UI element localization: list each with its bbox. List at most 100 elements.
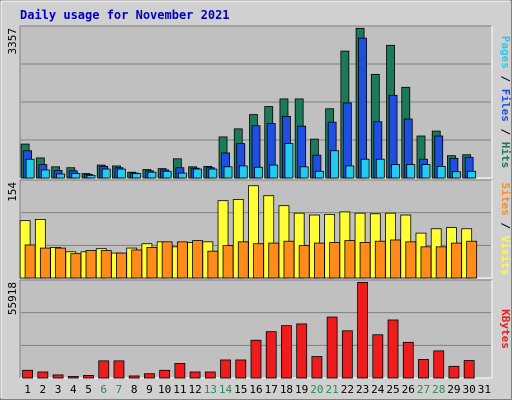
- x-tick-day-26: 26: [402, 383, 415, 396]
- bar-sites-day-19: [298, 245, 310, 279]
- legend-part-1: /: [499, 216, 512, 236]
- bar-kbytes-day-19: [296, 323, 308, 379]
- bar-kbytes-day-25: [387, 319, 399, 379]
- bar-pages-day-9: [147, 171, 157, 179]
- bar-pages-day-23: [360, 158, 370, 179]
- x-tick-day-14: 14: [219, 383, 233, 396]
- bar-sites-day-16: [253, 243, 264, 279]
- bar-pages-day-6: [101, 168, 111, 179]
- legend-part-0: KBytes: [499, 309, 512, 349]
- bar-kbytes-day-12: [189, 371, 201, 379]
- bar-sites-day-29: [451, 242, 462, 279]
- bar-sites-day-22: [344, 240, 356, 279]
- bar-kbytes-day-9: [144, 373, 155, 379]
- bar-sites-day-8: [131, 249, 143, 279]
- x-tick-day-20: 20: [310, 383, 323, 396]
- x-tick-day-11: 11: [173, 383, 186, 396]
- bar-pages-day-28: [436, 165, 446, 179]
- bar-pages-day-10: [162, 170, 172, 179]
- bar-sites-day-4: [70, 253, 82, 279]
- bar-pages-day-1: [25, 158, 35, 179]
- bar-sites-day-21: [329, 242, 341, 279]
- bar-pages-day-16: [254, 166, 263, 179]
- legend-part-1: /: [499, 69, 512, 89]
- bar-pages-day-29: [452, 171, 461, 179]
- bar-sites-day-14: [222, 245, 234, 279]
- x-tick-day-27: 27: [417, 383, 430, 396]
- x-tick-day-30: 30: [463, 383, 476, 396]
- x-tick-day-1: 1: [24, 383, 31, 396]
- x-tick-day-3: 3: [55, 383, 62, 396]
- x-tick-day-6: 6: [100, 383, 107, 396]
- bar-kbytes-day-11: [174, 363, 186, 379]
- legend-part-3: /: [499, 122, 512, 142]
- bar-kbytes-day-28: [433, 350, 445, 379]
- panel-hits_files_pages: 3357 Pages / Files / Hits: [6, 25, 512, 179]
- y-max-label-kbytes: 55918: [6, 282, 19, 315]
- bar-sites-day-27: [420, 246, 432, 279]
- x-tick-day-25: 25: [386, 383, 399, 396]
- bar-pages-day-8: [132, 173, 142, 179]
- bar-pages-day-15: [238, 165, 248, 179]
- x-tick-day-8: 8: [131, 383, 138, 396]
- bar-sites-day-7: [116, 252, 127, 279]
- bar-pages-day-19: [299, 166, 309, 179]
- bar-sites-day-24: [374, 240, 386, 279]
- bar-pages-day-30: [467, 170, 477, 179]
- x-tick-day-24: 24: [371, 383, 385, 396]
- x-tick-day-16: 16: [249, 383, 262, 396]
- bar-kbytes-day-10: [159, 369, 171, 379]
- bar-sites-day-26: [405, 241, 417, 279]
- bar-pages-day-22: [345, 165, 355, 179]
- x-tick-day-10: 10: [158, 383, 171, 396]
- bar-kbytes-day-21: [326, 316, 338, 379]
- bar-kbytes-day-16: [250, 339, 262, 379]
- x-tick-day-19: 19: [295, 383, 308, 396]
- legend-part-2: Visits: [499, 236, 512, 276]
- x-tick-day-18: 18: [280, 383, 293, 396]
- legend-hits_files_pages: Pages / Files / Hits: [499, 36, 512, 169]
- bar-kbytes-day-15: [235, 359, 247, 379]
- bar-sites-day-5: [85, 250, 97, 279]
- bar-kbytes-day-5: [83, 375, 94, 379]
- bar-files-day-23: [358, 37, 367, 179]
- bar-kbytes-day-7: [113, 360, 125, 379]
- bar-pages-day-2: [40, 169, 50, 179]
- legend-visits_sites: Sites / Visits: [499, 183, 512, 276]
- bar-kbytes-day-22: [341, 330, 353, 379]
- bar-kbytes-day-17: [265, 331, 277, 379]
- bar-pages-day-26: [406, 164, 416, 179]
- bar-kbytes-day-14: [220, 359, 231, 379]
- bar-kbytes-day-27: [418, 359, 429, 379]
- legend-part-4: Hits: [499, 142, 512, 169]
- bar-kbytes-day-30: [463, 360, 475, 379]
- bar-pages-day-11: [177, 172, 187, 179]
- chart-title: Daily usage for November 2021: [20, 8, 230, 22]
- bar-sites-day-25: [390, 239, 401, 279]
- bar-sites-day-13: [207, 250, 219, 279]
- bar-kbytes-day-26: [402, 341, 414, 379]
- bar-sites-day-2: [39, 247, 51, 279]
- bar-sites-day-12: [192, 240, 203, 279]
- bar-sites-day-11: [176, 241, 188, 279]
- bar-kbytes-day-13: [204, 371, 216, 379]
- bar-pages-day-24: [375, 158, 385, 179]
- bar-kbytes-day-29: [448, 365, 460, 379]
- x-tick-day-22: 22: [341, 383, 354, 396]
- bar-sites-day-17: [268, 242, 280, 279]
- bar-pages-day-18: [284, 143, 294, 179]
- x-tick-day-5: 5: [85, 383, 92, 396]
- bar-pages-day-5: [86, 174, 96, 179]
- bar-pages-day-25: [391, 164, 400, 179]
- bar-kbytes-day-20: [311, 356, 323, 379]
- panel-kbytes: 55918 KBytes: [6, 279, 512, 379]
- x-tick-day-13: 13: [204, 383, 217, 396]
- x-tick-day-21: 21: [326, 383, 339, 396]
- bar-sites-day-28: [435, 246, 447, 279]
- x-tick-day-28: 28: [432, 383, 445, 396]
- x-tick-day-17: 17: [265, 383, 278, 396]
- bar-sites-day-23: [359, 242, 371, 279]
- panel-visits_sites: 154 Sites / Visits: [6, 179, 512, 279]
